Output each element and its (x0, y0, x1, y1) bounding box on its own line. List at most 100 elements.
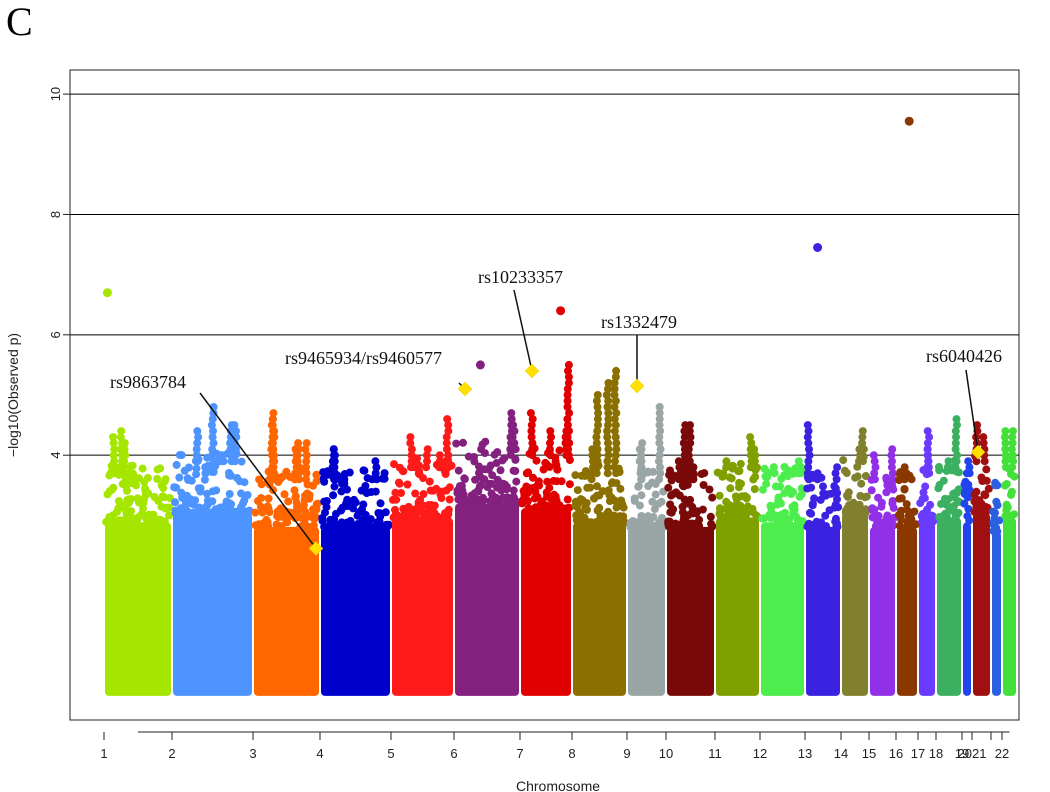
snp-point (827, 489, 836, 498)
snp-point (910, 507, 919, 516)
snp-point (945, 505, 954, 514)
snp-point (165, 511, 173, 520)
snp-point (302, 475, 310, 484)
snp-point (858, 433, 867, 442)
snp-point (543, 492, 551, 501)
snp-point (689, 475, 698, 484)
snp-point (120, 457, 129, 466)
snp-point (813, 469, 822, 478)
chromosome-10-points (664, 421, 717, 696)
snp-point (209, 427, 217, 436)
x-tick-label: 2 (168, 746, 175, 761)
snp-point (561, 439, 570, 448)
snp-point (612, 469, 621, 478)
snp-point (546, 427, 555, 436)
snp-point (951, 463, 960, 472)
snp-point (637, 463, 646, 472)
snp-point (724, 506, 733, 515)
snp-point (231, 451, 240, 460)
snp-point (805, 451, 814, 460)
snp-point (527, 421, 536, 430)
snp-point (684, 451, 693, 460)
snp-point (320, 477, 329, 486)
snp-point (337, 506, 346, 515)
annotation-leader-line (199, 392, 317, 549)
snp-point (445, 495, 454, 504)
snp-point (328, 457, 337, 466)
snp-point (805, 445, 813, 454)
snp-point (758, 514, 767, 523)
snp-point (279, 513, 288, 522)
snp-point (952, 415, 961, 424)
chromosome-1-dense-band (105, 522, 171, 696)
snp-point (612, 366, 621, 375)
snp-point (360, 522, 369, 531)
snp-point (547, 433, 555, 442)
snp-point (594, 409, 603, 418)
snp-point (664, 483, 673, 492)
snp-point (887, 451, 896, 460)
snp-point (123, 486, 131, 495)
snp-point (318, 514, 327, 522)
snp-point (804, 439, 813, 448)
x-tick-label: 17 (911, 746, 925, 761)
snp-point (319, 468, 328, 477)
snp-point (549, 476, 558, 485)
snp-point (532, 456, 541, 465)
snp-point (795, 492, 804, 501)
snp-point (201, 469, 210, 478)
snp-point (603, 433, 612, 442)
snp-point (138, 464, 147, 473)
snp-point (734, 467, 743, 475)
snp-point (119, 463, 128, 472)
snp-point (587, 518, 595, 527)
snp-point (732, 495, 741, 504)
snp-point (564, 372, 573, 381)
snp-point (651, 490, 660, 499)
snp-point (889, 503, 898, 512)
snp-point (209, 409, 218, 418)
snp-point (549, 504, 558, 512)
snp-point (180, 466, 189, 475)
x-tick-label: 7 (516, 746, 523, 761)
snp-point (134, 513, 143, 522)
snp-point (689, 463, 698, 472)
snp-point (664, 522, 673, 531)
snp-point (427, 506, 435, 515)
snp-point (121, 451, 130, 460)
snp-point (499, 479, 508, 488)
snp-point (509, 421, 518, 430)
snp-point (302, 463, 310, 472)
snp-point (439, 513, 448, 522)
snp-point (871, 463, 880, 472)
snp-point (952, 457, 961, 466)
snp-point (950, 493, 959, 502)
snp-point (563, 397, 572, 405)
snp-point (343, 495, 352, 504)
snp-point (686, 421, 694, 430)
snp-point (924, 451, 933, 460)
snp-point (611, 372, 620, 381)
snp-point (372, 463, 381, 472)
snp-point (749, 475, 758, 484)
snp-point (697, 470, 706, 478)
snp-point (870, 475, 879, 484)
snp-point (610, 427, 619, 436)
snp-point (900, 463, 909, 472)
snp-point (290, 486, 299, 495)
snp-point (230, 421, 239, 430)
chromosome-3-points (251, 409, 322, 696)
snp-point (376, 499, 385, 508)
snp-point (406, 439, 415, 448)
snp-point (225, 490, 234, 498)
x-tick-label: 2021 (958, 746, 987, 761)
snp-point (588, 457, 597, 466)
snp-annotations: rs9863784 rs9465934/rs9460577 rs10233357 rs… (110, 267, 1002, 556)
snp-point (302, 469, 311, 478)
snp-point (655, 475, 664, 484)
chromosome-18-dense-band (937, 517, 961, 696)
snp-point (600, 518, 609, 527)
snp-point (160, 493, 168, 502)
snp-point (810, 494, 819, 503)
snp-point (135, 474, 143, 483)
